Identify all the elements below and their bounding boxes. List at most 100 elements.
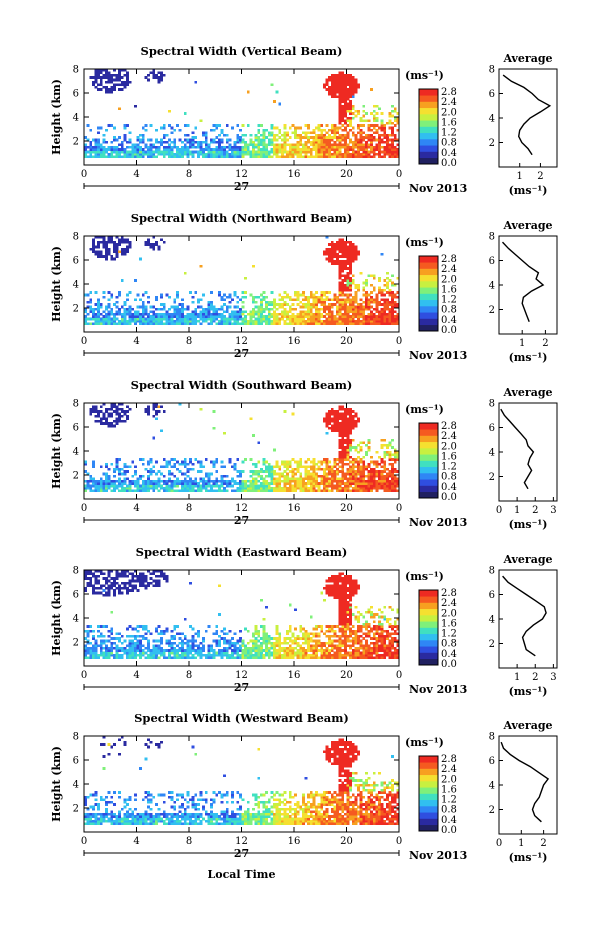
heatmap-cell <box>312 463 315 466</box>
heatmap-cell <box>129 155 132 158</box>
heatmap-cell <box>176 315 179 318</box>
heatmap-cell <box>333 315 336 318</box>
heatmap-cell <box>179 129 182 132</box>
heatmap-cell <box>197 630 200 633</box>
heatmap-cell <box>194 640 197 643</box>
heatmap-cell <box>131 649 134 652</box>
heatmap-cell <box>331 470 334 473</box>
heatmap-cell <box>305 131 308 134</box>
heatmap-cell <box>186 485 189 488</box>
heatmap-cell <box>108 630 111 633</box>
heatmap-cell <box>315 475 318 478</box>
heatmap-cell <box>341 439 344 442</box>
heatmap-cell <box>252 644 255 647</box>
heatmap-cell <box>168 296 171 299</box>
heatmap-cell <box>87 301 90 304</box>
heatmap-cell <box>370 146 373 149</box>
heatmap-cell <box>289 296 292 299</box>
heatmap-cell <box>137 477 140 480</box>
heatmap-cell <box>318 482 321 485</box>
heatmap-cell <box>129 485 132 488</box>
heatmap-cell <box>320 489 323 492</box>
heatmap-cell <box>328 76 331 79</box>
heatmap-cell <box>155 628 158 631</box>
heatmap-cell <box>310 308 313 311</box>
heatmap-cell <box>87 124 90 127</box>
heatmap-cell <box>126 487 129 490</box>
heatmap-cell <box>341 282 344 285</box>
heatmap-cell <box>144 146 147 149</box>
heatmap-cell <box>368 129 371 132</box>
heatmap-cell <box>92 589 95 592</box>
heatmap-cell <box>192 656 195 659</box>
heatmap-cell <box>333 425 336 428</box>
heatmap-cell <box>213 320 216 323</box>
colorbar-tick-label: 1.6 <box>441 284 457 295</box>
heatmap-cell <box>352 248 355 251</box>
heatmap-cell <box>255 322 258 325</box>
heatmap-cell <box>108 153 111 156</box>
heatmap-cell <box>184 635 187 638</box>
heatmap-cell <box>344 119 347 122</box>
heatmap-cell <box>152 405 155 408</box>
heatmap-cell <box>150 155 153 158</box>
heatmap-cell <box>173 155 176 158</box>
heatmap-cell <box>349 148 352 151</box>
heatmap-cell <box>110 584 113 587</box>
heatmap-cell <box>373 480 376 483</box>
heatmap-cell <box>113 487 116 490</box>
heatmap-cell <box>239 308 242 311</box>
heatmap-cell <box>310 485 313 488</box>
colorbar-tick-label: 2.0 <box>441 274 457 285</box>
date-day: 27 <box>234 180 249 193</box>
heatmap-cell <box>357 456 360 459</box>
heatmap-cell <box>260 308 263 311</box>
heatmap-cell <box>339 112 342 115</box>
heatmap-cell <box>92 644 95 647</box>
heatmap-cell <box>354 310 357 313</box>
heatmap-cell <box>158 652 161 655</box>
heatmap-cell <box>357 286 360 289</box>
heatmap-cell <box>328 461 331 464</box>
heatmap-cell <box>116 76 119 79</box>
heatmap-cell <box>202 644 205 647</box>
heatmap-cell <box>147 139 150 142</box>
heatmap-cell <box>333 415 336 418</box>
heatmap-cell <box>375 298 378 301</box>
heatmap-cell <box>207 318 210 321</box>
heatmap-cell <box>326 473 329 476</box>
heatmap-cell <box>116 146 119 149</box>
heatmap-cell <box>297 465 300 468</box>
heatmap-cell <box>347 143 350 146</box>
heatmap-cell <box>134 146 137 149</box>
heatmap-cell <box>273 482 276 485</box>
heatmap-cell <box>168 151 171 154</box>
heatmap-cell <box>257 644 260 647</box>
heatmap-cell <box>331 429 334 432</box>
heatmap-cell <box>389 318 392 321</box>
heatmap-cell <box>221 320 224 323</box>
heatmap-cell <box>289 143 292 146</box>
heatmap-cell <box>92 482 95 485</box>
heatmap-cell <box>291 458 294 461</box>
heatmap-cell <box>331 155 334 158</box>
heatmap-cell <box>360 298 363 301</box>
heatmap-cell <box>360 480 363 483</box>
heatmap-cell <box>218 143 221 146</box>
heatmap-cell <box>339 246 342 249</box>
heatmap-cell <box>176 151 179 154</box>
heatmap-cell <box>265 296 268 299</box>
heatmap-cell <box>226 320 229 323</box>
heatmap-cell <box>126 644 129 647</box>
heatmap-cell <box>352 148 355 151</box>
heatmap-cell <box>252 477 255 480</box>
heatmap-cell <box>383 451 386 454</box>
heatmap-cell <box>121 482 124 485</box>
date-day: 27 <box>234 347 249 360</box>
heatmap-cell <box>315 322 318 325</box>
heatmap-cell <box>160 238 163 241</box>
heatmap-cell <box>87 572 90 575</box>
heatmap-cell <box>207 308 210 311</box>
heatmap-cell <box>163 480 166 483</box>
heatmap-cell <box>105 306 108 309</box>
